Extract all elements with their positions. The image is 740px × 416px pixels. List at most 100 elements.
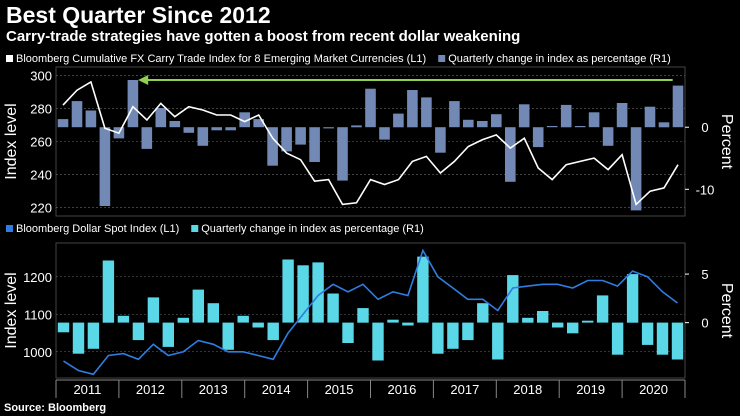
top-bar bbox=[574, 126, 586, 128]
top-bar bbox=[630, 127, 642, 211]
top-bar bbox=[183, 127, 195, 133]
bottom-legend-bar-label: Quarterly change in index as percentage … bbox=[201, 223, 424, 235]
top-bar bbox=[127, 80, 139, 128]
bottom-legend-line-swatch bbox=[6, 225, 13, 232]
top-bar bbox=[295, 127, 306, 145]
bottom-bar bbox=[641, 322, 654, 345]
bottom-plot-frame bbox=[55, 242, 686, 379]
top-left-axis-label: Index level bbox=[3, 103, 20, 180]
bottom-left-tick: 1000 bbox=[23, 345, 52, 360]
bottom-right-axis-label: Percent bbox=[718, 283, 735, 339]
top-bar bbox=[421, 97, 432, 128]
x-axis-year-label: 2017 bbox=[450, 382, 479, 397]
bottom-bar bbox=[342, 322, 354, 343]
top-bar bbox=[99, 127, 111, 206]
bottom-bar bbox=[117, 315, 130, 323]
top-bar bbox=[155, 108, 167, 128]
bottom-bar bbox=[237, 315, 249, 323]
top-bar bbox=[351, 125, 362, 128]
top-bar bbox=[379, 127, 390, 140]
bottom-bar bbox=[102, 260, 115, 323]
bottom-right-tick: 5 bbox=[701, 267, 708, 282]
bottom-left-tick: 1200 bbox=[23, 270, 52, 285]
top-index-line bbox=[62, 80, 679, 206]
bottom-bar bbox=[132, 322, 145, 341]
bottom-bar bbox=[87, 322, 100, 349]
top-legend-bar-label: Quarterly change in index as percentage … bbox=[448, 53, 671, 65]
top-bar bbox=[435, 127, 446, 153]
bottom-bar bbox=[162, 322, 174, 347]
bottom-right-tick: 0 bbox=[701, 316, 708, 331]
top-left-tick: 220 bbox=[30, 201, 52, 216]
top-bar bbox=[393, 113, 404, 128]
bottom-bar bbox=[312, 262, 324, 323]
bottom-bar bbox=[57, 322, 70, 333]
bottom-bar bbox=[507, 275, 519, 323]
x-axis-year-label: 2018 bbox=[513, 382, 542, 397]
bottom-left-axis-label: Index level bbox=[3, 272, 20, 349]
x-axis-year-label: 2019 bbox=[576, 382, 605, 397]
bottom-bar bbox=[297, 265, 309, 323]
bottom-bar bbox=[447, 322, 459, 349]
bottom-bar bbox=[492, 322, 504, 360]
top-arrow-head bbox=[138, 75, 149, 86]
bottom-bar bbox=[567, 322, 579, 334]
top-bar bbox=[518, 104, 530, 128]
top-bar bbox=[211, 127, 222, 131]
bottom-legend-bar-swatch bbox=[191, 225, 199, 232]
top-bar bbox=[225, 127, 236, 131]
top-bar bbox=[323, 127, 334, 129]
bottom-bar bbox=[671, 322, 684, 360]
bottom-bar bbox=[552, 322, 564, 328]
bottom-bar bbox=[626, 274, 639, 323]
top-bar bbox=[644, 106, 656, 128]
top-right-tick: -10 bbox=[696, 182, 715, 197]
top-bar bbox=[477, 121, 488, 128]
top-left-tick: 240 bbox=[30, 168, 52, 183]
top-left-tick: 260 bbox=[30, 135, 52, 150]
bottom-bar bbox=[432, 322, 444, 354]
top-bar bbox=[560, 104, 572, 128]
top-bar bbox=[532, 127, 544, 148]
top-bar bbox=[505, 127, 516, 182]
bottom-bar bbox=[327, 293, 339, 323]
bottom-bar bbox=[402, 322, 414, 326]
top-legend-line-swatch bbox=[6, 55, 13, 62]
top-bar bbox=[588, 112, 600, 128]
bottom-bar bbox=[192, 289, 204, 323]
bottom-left-tick: 1100 bbox=[24, 307, 52, 322]
top-right-axis-label: Percent bbox=[718, 114, 735, 170]
top-bar bbox=[365, 88, 376, 128]
x-axis-year-label: 2011 bbox=[73, 382, 101, 397]
top-bar bbox=[658, 122, 670, 128]
bottom-bar bbox=[582, 320, 594, 323]
top-legend-bar-swatch bbox=[438, 55, 446, 62]
bottom-bar bbox=[611, 322, 624, 355]
bottom-bar bbox=[477, 303, 489, 323]
top-bar bbox=[239, 112, 250, 128]
top-bar bbox=[71, 101, 83, 128]
bottom-legend-line-label: Bloomberg Dollar Spot Index (L1) bbox=[16, 223, 179, 235]
top-bar bbox=[672, 85, 684, 128]
bottom-index-line bbox=[63, 248, 678, 376]
top-bar bbox=[602, 127, 614, 146]
top-bar bbox=[491, 114, 502, 128]
top-legend-line-label: Bloomberg Cumulative FX Carry Trade Inde… bbox=[16, 53, 426, 65]
bottom-bar bbox=[222, 322, 234, 350]
bottom-bar bbox=[387, 319, 399, 323]
bottom-bar bbox=[656, 322, 669, 355]
bottom-bar bbox=[462, 322, 474, 341]
bottom-bar bbox=[267, 322, 279, 341]
x-axis-year-label: 2016 bbox=[387, 382, 416, 397]
bottom-bar bbox=[207, 303, 219, 323]
top-bar bbox=[169, 121, 181, 128]
top-bar bbox=[616, 103, 628, 128]
top-bar bbox=[281, 127, 292, 152]
x-axis-year-label: 2013 bbox=[199, 382, 228, 397]
chart-subtitle: Carry-trade strategies have gotten a boo… bbox=[6, 28, 521, 45]
top-left-tick: 280 bbox=[30, 101, 52, 116]
bottom-bar bbox=[537, 311, 549, 323]
top-bar bbox=[141, 127, 153, 149]
bottom-bar bbox=[417, 256, 429, 323]
top-bar bbox=[463, 119, 474, 128]
